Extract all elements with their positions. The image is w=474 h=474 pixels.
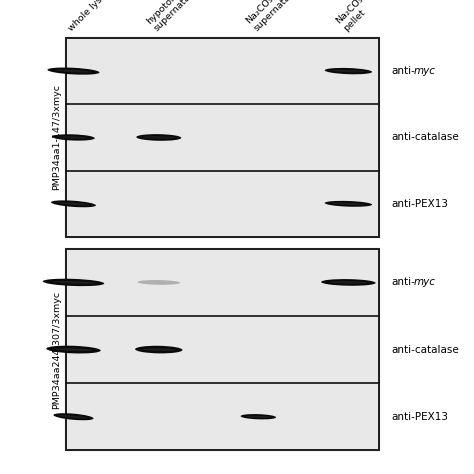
Ellipse shape [142,348,175,351]
Bar [66,249,379,450]
Text: Na₂CO₃
supernatant: Na₂CO₃ supernatant [245,0,300,33]
Ellipse shape [325,201,372,207]
Ellipse shape [246,416,271,418]
Ellipse shape [52,134,95,141]
Ellipse shape [43,279,104,286]
Bar [67,317,378,382]
Ellipse shape [47,67,100,75]
Text: anti-: anti- [391,66,415,76]
Text: whole lysate: whole lysate [67,0,116,33]
Text: myc: myc [414,277,436,287]
Text: anti-PEX13: anti-PEX13 [391,412,448,422]
Ellipse shape [137,280,180,285]
Ellipse shape [52,281,95,284]
Ellipse shape [135,346,182,354]
Ellipse shape [143,136,174,139]
Ellipse shape [51,201,96,207]
Text: Na₂CO₃
pellet: Na₂CO₃ pellet [335,0,373,33]
Text: myc: myc [414,66,436,76]
Ellipse shape [329,281,367,283]
Ellipse shape [59,136,88,139]
Bar [67,39,378,103]
Ellipse shape [321,279,375,286]
Ellipse shape [59,415,88,419]
Text: anti-catalase: anti-catalase [391,345,459,355]
Text: hypotonic
supernatant: hypotonic supernatant [145,0,200,33]
Bar [67,105,378,170]
Ellipse shape [58,202,89,205]
Ellipse shape [55,70,91,73]
Ellipse shape [241,414,276,419]
Ellipse shape [137,134,181,141]
Bar [67,384,378,449]
Ellipse shape [55,348,92,351]
Text: anti-: anti- [391,277,415,287]
Ellipse shape [332,203,365,205]
Bar [66,38,379,237]
Text: anti-catalase: anti-catalase [391,132,459,143]
Text: anti-PEX13: anti-PEX13 [391,199,448,209]
Ellipse shape [46,346,100,354]
Ellipse shape [325,68,372,74]
Ellipse shape [54,413,93,420]
Text: PMP34aa1-147/3xmyc: PMP34aa1-147/3xmyc [53,84,61,191]
Bar [67,250,378,315]
Ellipse shape [332,70,365,73]
Text: PMP34aa244-307/3xmyc: PMP34aa244-307/3xmyc [53,291,61,409]
Bar [67,172,378,236]
